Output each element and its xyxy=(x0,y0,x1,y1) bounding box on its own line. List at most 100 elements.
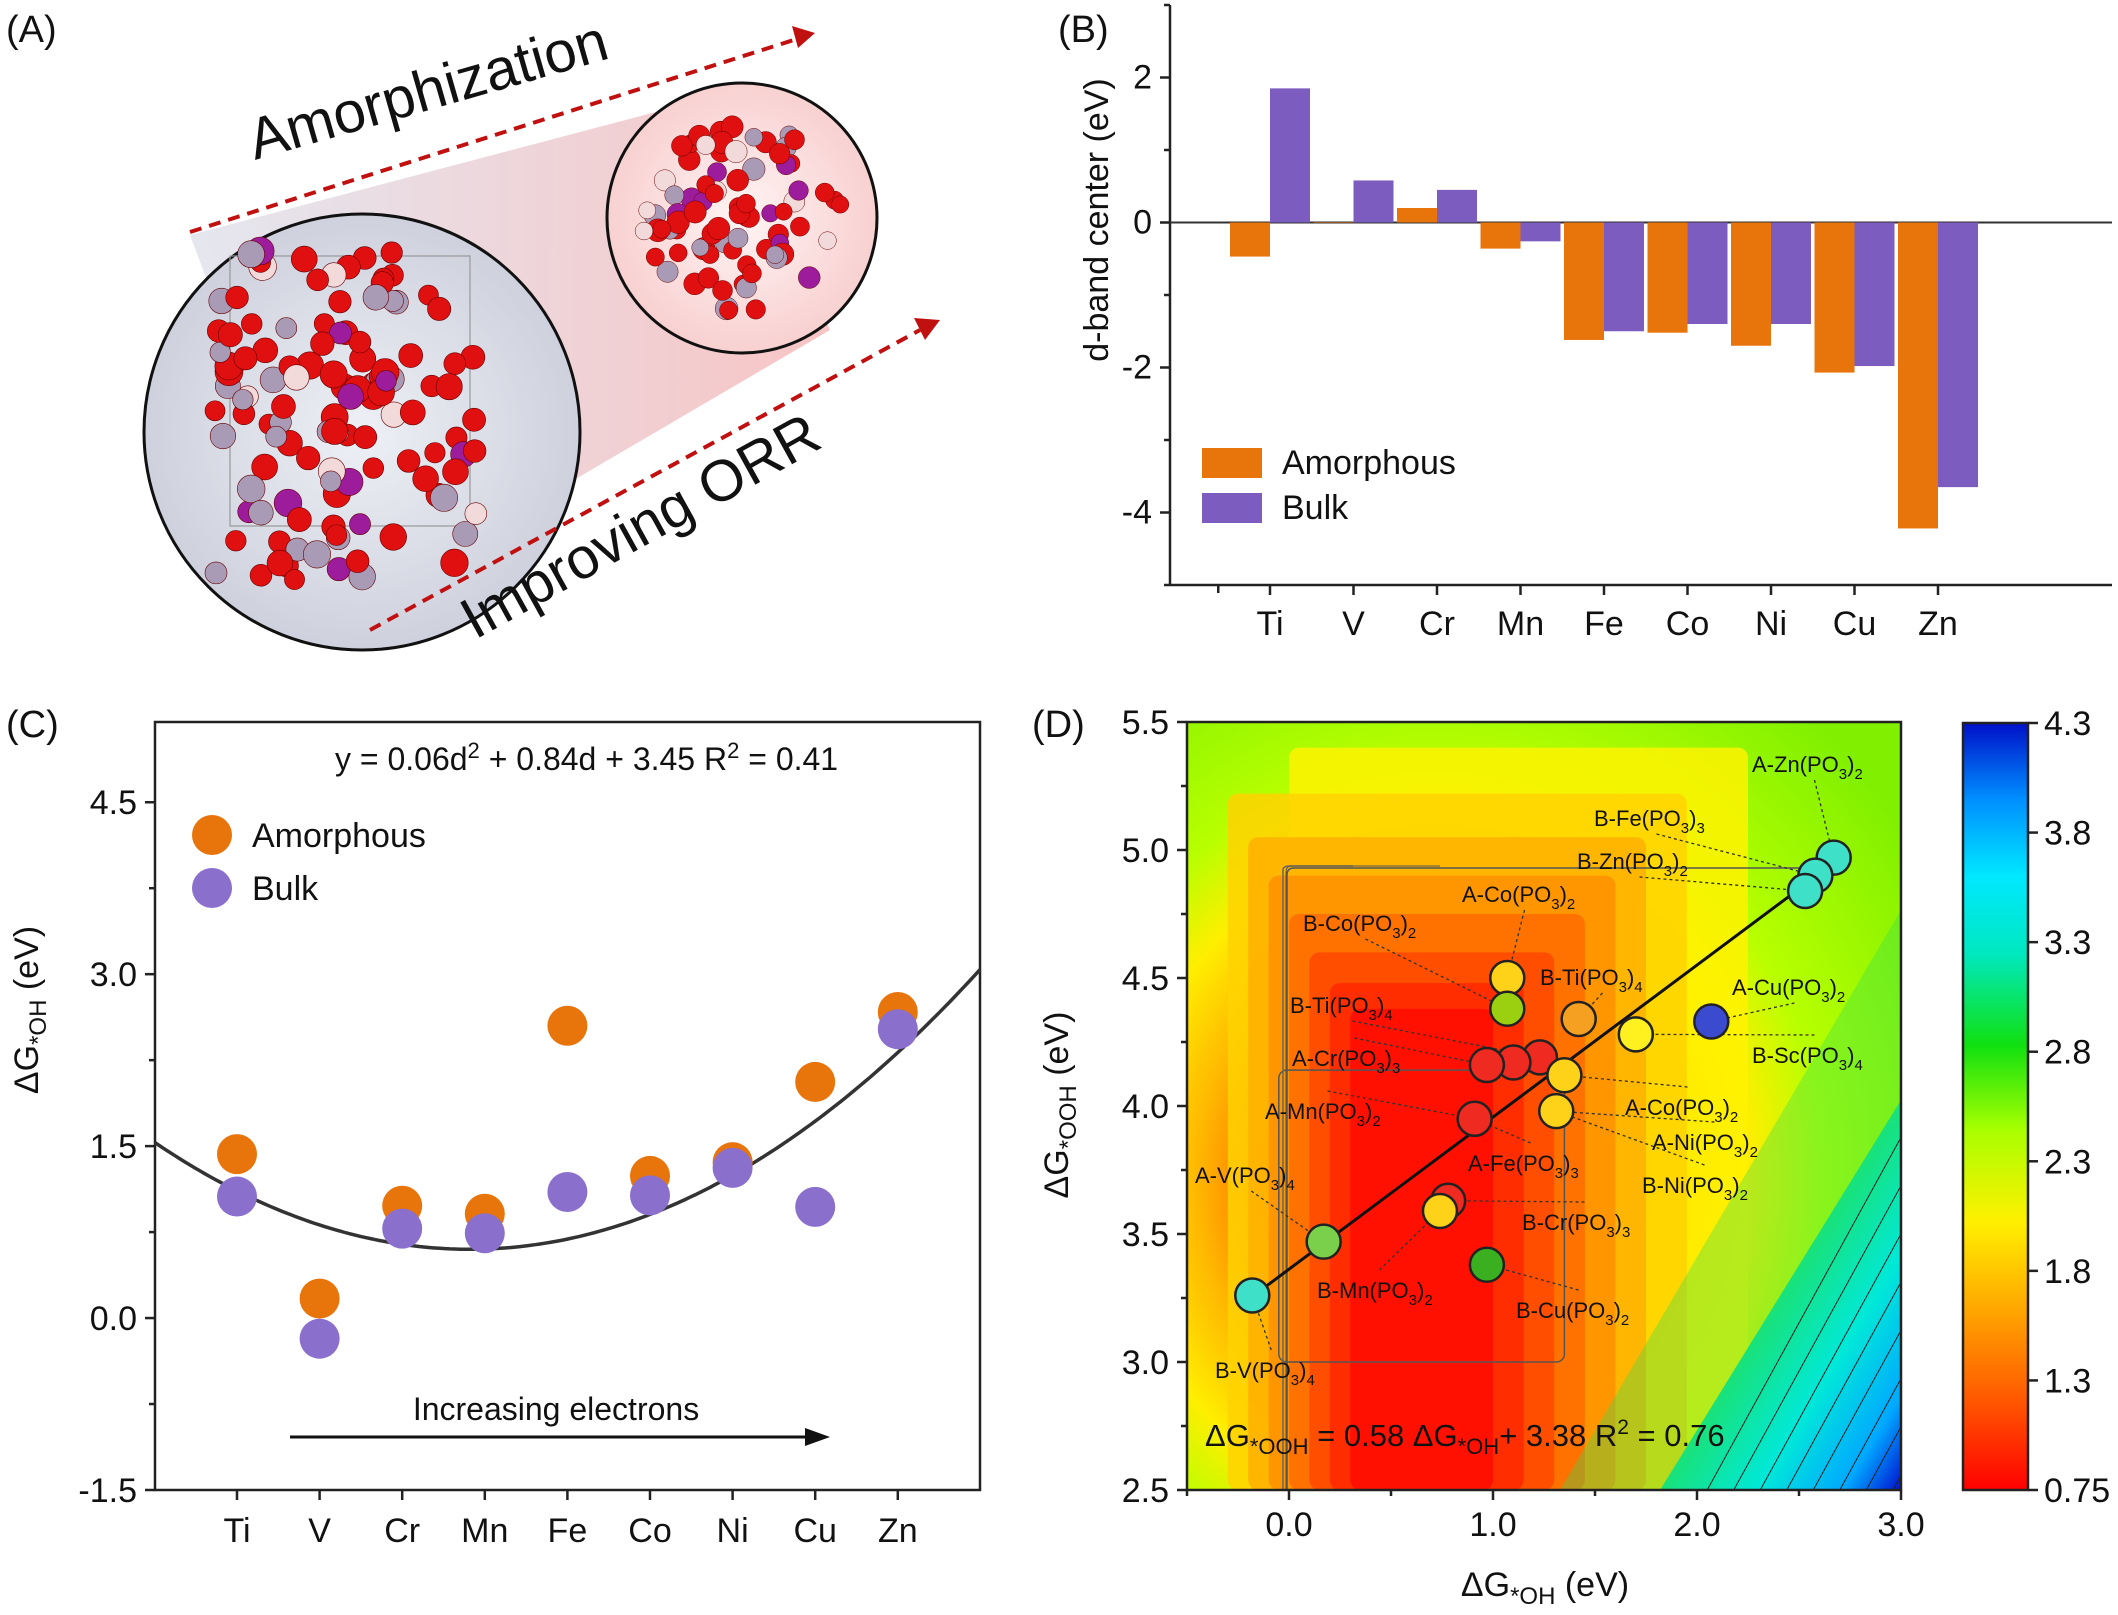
d-x-axis-label: ΔG*OH (eV) xyxy=(1461,1566,1629,1610)
orr-arrow xyxy=(369,328,921,632)
d-point-label: B-Ni(PO3)2 xyxy=(1642,1173,1748,1204)
c-point-bulk-fe xyxy=(547,1171,588,1212)
atom xyxy=(669,243,688,263)
b-x-tick-label: Cr xyxy=(1419,605,1455,643)
atom xyxy=(399,399,426,426)
bar-amorphous-cr xyxy=(1397,208,1437,223)
c-x-tick-label: Zn xyxy=(878,1512,918,1550)
atom xyxy=(719,300,738,320)
c-y-tick-label: 1.5 xyxy=(90,1128,137,1166)
atom xyxy=(452,521,479,547)
d-leader-line xyxy=(1379,1210,1441,1271)
d-point-label: A-Zn(PO3)2 xyxy=(1752,752,1863,783)
atom xyxy=(784,129,805,151)
atom xyxy=(815,182,835,203)
atom xyxy=(310,331,335,356)
d-point-label: B-Mn(PO3)2 xyxy=(1317,1278,1433,1309)
bar-amorphous-mn xyxy=(1480,222,1521,249)
d-contour-line xyxy=(1865,1426,1901,1490)
atom xyxy=(329,321,352,345)
d-colorbar xyxy=(1961,721,2030,1492)
d-contour-line xyxy=(1892,1474,1901,1490)
d-colorbar-tick-label: 1.3 xyxy=(2044,1362,2091,1400)
d-point-11 xyxy=(1546,1057,1583,1094)
d-leader-line xyxy=(1639,876,1806,892)
b-x-tick-label: Fe xyxy=(1584,605,1624,643)
atom xyxy=(707,216,731,241)
atom xyxy=(320,470,342,492)
d-y-tick-label: 4.5 xyxy=(1122,960,1169,998)
b-y-axis-label: d-band center (eV) xyxy=(1078,78,1116,362)
d-point-3 xyxy=(1489,959,1526,997)
atom xyxy=(831,195,850,214)
d-point-label: A-Co(PO3)2 xyxy=(1462,882,1575,913)
d-point-label: B-Sc(PO3)4 xyxy=(1752,1043,1863,1074)
d-point-label: B-Ti(PO3)4 xyxy=(1290,993,1393,1024)
d-y-tick-label: 5.0 xyxy=(1122,832,1169,870)
panel-d-volcano-map: (D) 0.0 1.0 2.0 3.0 2.5 3.0 3.5 4.0 4.5 5.0 5.5 A-… xyxy=(1032,704,2110,1610)
bar-bulk-v xyxy=(1353,180,1394,223)
atom xyxy=(284,569,305,590)
d-leader-line xyxy=(1327,1090,1475,1120)
b-y-tick-label: 0 xyxy=(1133,204,1152,242)
d-y-tick-label: 4.0 xyxy=(1122,1088,1169,1126)
atom xyxy=(742,263,762,284)
d-contour-line xyxy=(1786,1281,1901,1490)
amorphous-atoms xyxy=(634,115,850,321)
atom xyxy=(319,360,348,389)
d-point-17 xyxy=(1468,1246,1506,1283)
d-point-5 xyxy=(1560,1000,1597,1038)
atom xyxy=(396,449,421,473)
atom xyxy=(265,425,287,448)
atom xyxy=(232,389,254,411)
b-legend-label-amorphous: Amorphous xyxy=(1282,444,1456,482)
atom xyxy=(283,364,310,391)
bar-amorphous-fe xyxy=(1564,222,1604,340)
atom xyxy=(398,343,424,368)
d-contour-line xyxy=(1733,1185,1901,1490)
b-y-tick-label: -4 xyxy=(1122,494,1152,532)
c-electrons-arrowhead xyxy=(805,1428,830,1446)
c-fit-curve xyxy=(154,968,982,1252)
atom xyxy=(427,296,452,321)
atom xyxy=(442,458,469,486)
atom xyxy=(742,157,766,181)
panel-d-label: (D) xyxy=(1032,704,1085,746)
atom xyxy=(345,549,370,573)
c-legend-label-bulk: Bulk xyxy=(252,870,319,908)
atom xyxy=(303,540,331,569)
d-contour-line xyxy=(1759,1233,1901,1490)
d-point-label: A-Cr(PO3)3 xyxy=(1292,1046,1400,1077)
d-leader-line xyxy=(1564,1074,1688,1088)
d-point-18 xyxy=(1234,1277,1271,1314)
c-point-bulk-ni xyxy=(712,1147,753,1188)
atom xyxy=(683,200,707,224)
bar-amorphous-zn xyxy=(1898,222,1938,529)
atom xyxy=(325,524,348,546)
atom xyxy=(705,184,724,203)
d-colorbar-tick-label: 0.75 xyxy=(2044,1472,2110,1510)
c-point-amorphous-fe xyxy=(547,1005,588,1046)
atom xyxy=(204,400,226,422)
bar-bulk-zn xyxy=(1938,222,1978,488)
atom xyxy=(697,267,719,289)
bar-amorphous-ni xyxy=(1731,222,1771,346)
atom xyxy=(337,383,364,410)
b-legend-swatch-bulk xyxy=(1202,493,1262,523)
c-x-tick-label: Mn xyxy=(461,1512,508,1550)
bar-amorphous-v xyxy=(1313,222,1354,223)
d-leader-line xyxy=(1556,1110,1715,1123)
bar-amorphous-ti xyxy=(1230,222,1270,257)
atom xyxy=(249,564,273,587)
atom xyxy=(380,241,403,264)
amorphization-arrow xyxy=(189,36,801,234)
c-x-tick-label: Cr xyxy=(384,1512,420,1550)
orr-arrowhead xyxy=(914,318,940,340)
bar-bulk-cu xyxy=(1854,222,1895,367)
d-contour-line xyxy=(1812,1330,1901,1490)
b-x-tick-label: V xyxy=(1342,605,1365,643)
bar-bulk-cr xyxy=(1437,189,1477,223)
atom xyxy=(463,439,487,463)
atom xyxy=(271,394,296,419)
atom xyxy=(275,317,298,339)
